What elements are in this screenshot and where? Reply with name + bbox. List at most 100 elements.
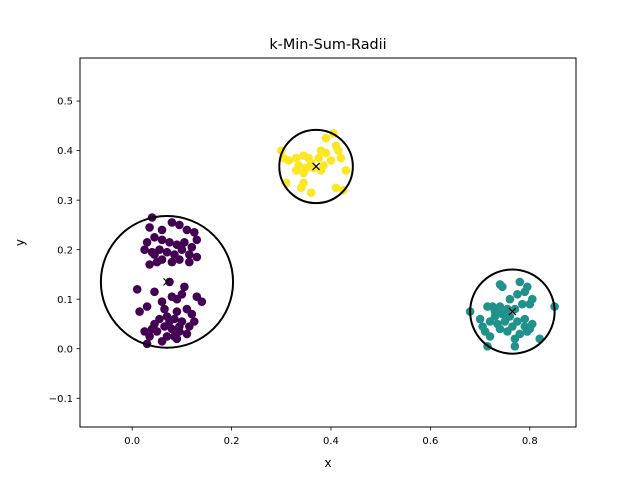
scatter-point [510, 342, 520, 351]
y-axis-ticks: −0.1 0.0 0.1 0.2 0.3 0.4 0.5 [49, 97, 80, 405]
scatter-point [326, 156, 336, 165]
scatter-point [316, 166, 326, 175]
scatter-point [157, 337, 167, 346]
scatter-point [299, 168, 308, 178]
scatter-point [145, 260, 154, 269]
scatter-point [316, 146, 326, 155]
scatter-point [145, 223, 154, 232]
scatter-point [187, 309, 197, 319]
scatter-point [167, 324, 177, 334]
y-tick-label: 0.1 [57, 295, 73, 306]
x-tick-label: 0.4 [323, 436, 339, 447]
scatter-point [157, 297, 167, 307]
scatter-point [162, 247, 172, 257]
scatter-point [306, 188, 316, 197]
y-tick-label: 0.3 [57, 196, 73, 207]
scatter-point [309, 163, 318, 173]
cluster-circle [278, 128, 354, 205]
scatter-point [508, 322, 517, 331]
scatter-point [152, 257, 162, 267]
y-tick-label: 0.0 [57, 344, 73, 355]
scatter-point [165, 277, 174, 287]
scatter-point [505, 294, 515, 304]
x-tick-label: 0.8 [522, 436, 538, 447]
scatter-point [291, 166, 301, 175]
scatter-point [135, 307, 144, 316]
scatter-point [142, 302, 152, 311]
scatter-point [152, 327, 162, 336]
scatter-point [523, 282, 532, 292]
scatter-point [150, 287, 159, 297]
x-tick-label: 0.6 [422, 436, 438, 447]
scatter-point [177, 245, 187, 254]
scatter-point [140, 245, 149, 254]
scatter-point [291, 153, 301, 163]
scatter-point [510, 334, 520, 344]
scatter-point [341, 166, 351, 175]
scatter-point [334, 146, 343, 155]
scatter-point [150, 250, 159, 259]
scatter-point [513, 290, 522, 299]
scatter-point [197, 297, 207, 307]
scatter-point [321, 133, 331, 143]
scatter-point [175, 220, 184, 230]
scatter-point [180, 282, 189, 292]
scatter-point [142, 238, 152, 247]
scatter-point [483, 302, 492, 311]
scatter-point [299, 178, 308, 188]
scatter-point [165, 238, 174, 247]
scatter-point [157, 235, 167, 245]
axes-frame [79, 57, 577, 428]
scatter-point [515, 277, 525, 287]
scatter-point [485, 332, 495, 341]
y-tick-label: 0.5 [57, 97, 73, 108]
scatter-point [528, 319, 537, 329]
cluster-center-marker [508, 307, 517, 316]
scatter-point [505, 312, 515, 321]
scatter-point [157, 225, 167, 235]
scatter-point [523, 327, 532, 336]
y-tick-label: 0.4 [57, 146, 73, 157]
scatter-point [185, 250, 194, 259]
scatter-point [180, 238, 189, 247]
cluster-center-marker [312, 162, 320, 171]
scatter-point [304, 153, 313, 163]
scatter-point [314, 153, 323, 163]
scatter-point [132, 285, 142, 294]
y-axis-label: y [13, 239, 27, 246]
scatter-point [140, 327, 149, 336]
scatter-point [182, 225, 192, 235]
scatter-point [175, 255, 184, 264]
scatter-point [528, 294, 537, 304]
x-tick-label: 0.2 [224, 436, 240, 447]
plot-area [99, 128, 559, 355]
scatter-point [485, 317, 495, 326]
scatter-point [177, 290, 187, 299]
scatter-point [175, 322, 184, 331]
cluster-circle [469, 268, 556, 355]
scatter-point [185, 322, 194, 331]
chart-title: k-Min-Sum-Radii [269, 37, 386, 53]
scatter-point [192, 252, 202, 262]
scatter-point [172, 307, 182, 316]
scatter-point [192, 235, 202, 245]
scatter-point [167, 218, 177, 227]
scatter-point [336, 153, 346, 163]
scatter-point [165, 317, 174, 326]
scatter-point [150, 233, 159, 242]
scatter-point [190, 228, 199, 237]
scatter-point [518, 299, 527, 309]
x-tick-label: 0.0 [124, 436, 140, 447]
scatter-point [167, 257, 177, 267]
x-axis-ticks: 0.0 0.2 0.4 0.6 0.8 [124, 427, 538, 447]
cluster-circle [99, 215, 235, 349]
scatter-point [167, 292, 177, 302]
cluster-center-marker [163, 277, 171, 286]
scatter-point [185, 257, 194, 267]
scatter-point [160, 304, 169, 314]
x-axis-label: x [324, 456, 331, 470]
y-tick-label: −0.1 [49, 394, 73, 405]
scatter-point [495, 324, 505, 334]
